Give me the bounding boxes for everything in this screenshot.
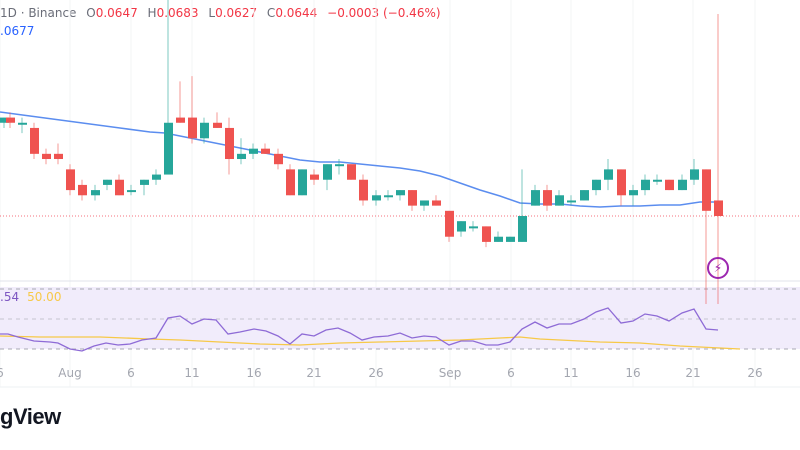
lightning-icon[interactable]: ⚡ (707, 257, 729, 279)
open-value: 0.0647 (95, 6, 138, 20)
x-axis-label: 6 (507, 366, 515, 380)
candle (188, 76, 197, 144)
candle (567, 195, 576, 206)
close-label: C (266, 6, 276, 20)
candle (653, 174, 662, 185)
candle (127, 184, 136, 196)
candle (347, 164, 356, 180)
candle (91, 184, 100, 201)
candle (164, 0, 173, 175)
tradingview-logo[interactable]: gView (0, 404, 61, 429)
candles (0, 0, 723, 305)
candle (629, 184, 638, 206)
x-axis-label: 26 (747, 366, 763, 380)
rsi-band (0, 287, 800, 349)
sma-line (0, 111, 718, 208)
candle (152, 169, 161, 185)
candle (518, 169, 527, 242)
candle (543, 184, 552, 211)
candle (555, 190, 564, 206)
candle (176, 81, 185, 123)
candle (225, 117, 234, 175)
candle (432, 195, 441, 206)
candle (42, 148, 51, 165)
candle (310, 169, 319, 185)
candle (420, 200, 429, 211)
interval-exchange: 1D · Binance (0, 6, 77, 20)
high-label: H (147, 6, 157, 20)
candle (506, 236, 515, 242)
candle (457, 221, 466, 237)
candle (6, 112, 15, 128)
candle (18, 117, 27, 134)
candle (678, 174, 687, 191)
candle (482, 226, 491, 248)
x-axis-label: 6 (127, 366, 135, 380)
candle (641, 174, 650, 196)
candle (702, 169, 711, 305)
x-axis-label: 16 (625, 366, 641, 380)
candle (690, 159, 699, 185)
candle (103, 179, 112, 191)
candle (714, 13, 723, 305)
x-axis-label: 16 (246, 366, 262, 380)
ohlc-legend: 1D · Binance O0.0647 H0.0683 L0.0627 C0.… (0, 6, 441, 20)
candle (54, 143, 63, 165)
candle (286, 164, 295, 196)
candle (531, 184, 540, 206)
candle (335, 159, 344, 175)
close-value: 0.0644 (275, 6, 318, 20)
x-axis-label: 6 (0, 366, 4, 380)
candle (469, 221, 478, 232)
candle (66, 164, 75, 196)
candle (78, 179, 87, 201)
candle (580, 190, 589, 201)
candle (30, 122, 39, 160)
candle (445, 210, 454, 242)
open-label: O (86, 6, 96, 20)
rsi-legend: .54 50.00 (0, 290, 61, 304)
candle (213, 112, 222, 128)
rsi-value: .54 (0, 290, 20, 304)
x-axis-label: 11 (563, 366, 579, 380)
rsi-ma-value: 50.00 (27, 290, 62, 304)
high-value: 0.0683 (156, 6, 199, 20)
candle (359, 174, 368, 206)
rsi-ma-line (0, 335, 741, 350)
candle (274, 148, 283, 170)
candle (200, 117, 209, 144)
x-axis-label: 21 (685, 366, 701, 380)
candle (261, 143, 270, 154)
rsi-line (0, 307, 719, 352)
candle (617, 169, 626, 206)
x-axis-label: 21 (306, 366, 322, 380)
sma-legend-value: .0677 (0, 24, 35, 38)
candle (604, 159, 613, 191)
candle (237, 138, 246, 165)
candle (0, 117, 9, 128)
change-value: −0.0003 (−0.46%) (327, 6, 441, 20)
low-label: L (208, 6, 216, 20)
candle (665, 179, 674, 191)
candle (298, 169, 307, 196)
candle (408, 190, 417, 211)
candle (249, 143, 258, 160)
candle (494, 231, 503, 242)
x-axis-label: Aug (58, 366, 82, 380)
low-value: 0.0627 (215, 6, 258, 20)
candle (372, 190, 381, 206)
candle (384, 190, 393, 201)
candle (396, 190, 405, 201)
candle (115, 174, 124, 196)
x-axis-label: 26 (368, 366, 384, 380)
candle (323, 164, 332, 191)
candle (592, 179, 601, 196)
x-axis-label: 11 (184, 366, 200, 380)
candle (140, 179, 149, 196)
x-axis-label: Sep (438, 366, 462, 380)
